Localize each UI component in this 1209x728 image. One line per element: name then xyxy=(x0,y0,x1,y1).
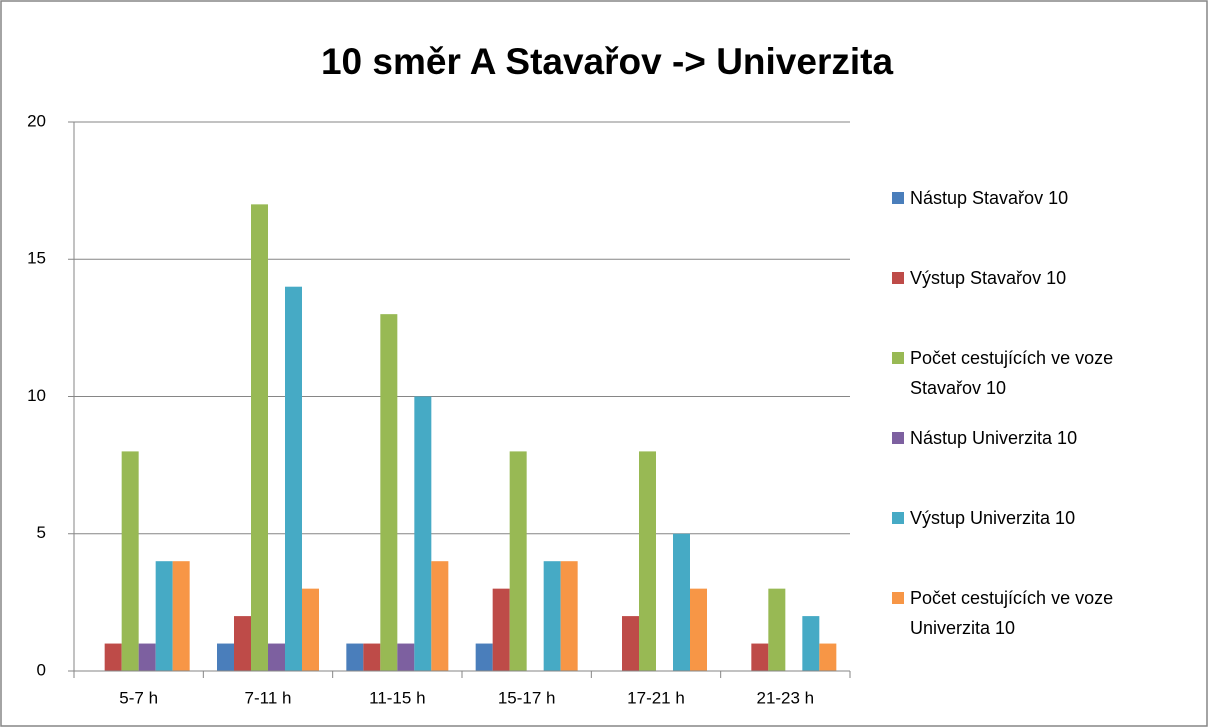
legend-swatch xyxy=(892,352,904,364)
legend-label: Počet cestujících ve voze Univerzita 10 xyxy=(910,588,1114,638)
bar xyxy=(268,643,285,671)
bar xyxy=(492,588,510,671)
bar xyxy=(690,588,707,671)
bar xyxy=(751,643,769,671)
legend-entry: Výstup Stavařov 10 xyxy=(890,263,1190,293)
legend-entry: Počet cestujících ve voze Univerzita 10 xyxy=(890,583,1190,643)
y-tick-label: 20 xyxy=(27,111,46,130)
bar xyxy=(509,451,527,671)
bar xyxy=(673,533,690,671)
legend-entry: Počet cestujících ve voze Stavařov 10 xyxy=(890,343,1190,403)
bar xyxy=(802,616,820,671)
y-tick-label: 10 xyxy=(27,386,46,405)
legend-swatch xyxy=(892,592,904,604)
y-tick-label: 5 xyxy=(37,523,46,542)
legend-entry: Výstup Univerzita 10 xyxy=(890,503,1190,533)
legend-swatch xyxy=(892,192,904,204)
x-tick-label: 11-15 h xyxy=(369,688,425,707)
bar xyxy=(560,561,578,671)
x-tick-label: 15-17 h xyxy=(498,688,556,707)
bar xyxy=(397,643,415,671)
bar xyxy=(285,286,302,671)
bar xyxy=(431,561,449,671)
bar xyxy=(622,616,639,671)
bar xyxy=(363,643,381,671)
x-tick-label: 7-11 h xyxy=(245,688,292,707)
legend-label: Počet cestujících ve voze Stavařov 10 xyxy=(910,348,1114,398)
chart-title: 10 směr A Stavařov -> Univerzita xyxy=(321,41,893,82)
bar xyxy=(104,643,122,671)
y-tick-label: 15 xyxy=(27,249,46,268)
bar xyxy=(639,451,656,671)
bar xyxy=(251,204,268,671)
legend-swatch xyxy=(892,432,904,444)
bar xyxy=(138,643,156,671)
x-tick-label: 17-21 h xyxy=(627,688,685,707)
legend-entry: Nástup Univerzita 10 xyxy=(890,423,1190,453)
bar xyxy=(121,451,139,671)
bar xyxy=(768,588,786,671)
bar xyxy=(346,643,364,671)
legend-swatch xyxy=(892,272,904,284)
bar xyxy=(155,561,173,671)
legend-label: Výstup Stavařov 10 xyxy=(910,268,1067,288)
x-tick-label: 21-23 h xyxy=(756,688,814,707)
bar xyxy=(234,616,251,671)
bar xyxy=(475,643,493,671)
legend-label: Nástup Stavařov 10 xyxy=(910,188,1069,208)
bar xyxy=(302,588,319,671)
bar xyxy=(543,561,561,671)
bar xyxy=(172,561,190,671)
bar xyxy=(217,643,234,671)
bar xyxy=(414,396,432,671)
legend-label: Výstup Univerzita 10 xyxy=(910,508,1076,528)
y-tick-label: 0 xyxy=(37,660,46,679)
bar xyxy=(380,314,398,671)
x-tick-label: 5-7 h xyxy=(119,688,158,707)
legend-swatch xyxy=(892,512,904,524)
bar xyxy=(819,643,837,671)
legend-label: Nástup Univerzita 10 xyxy=(910,428,1078,448)
legend-entry: Nástup Stavařov 10 xyxy=(890,183,1190,213)
